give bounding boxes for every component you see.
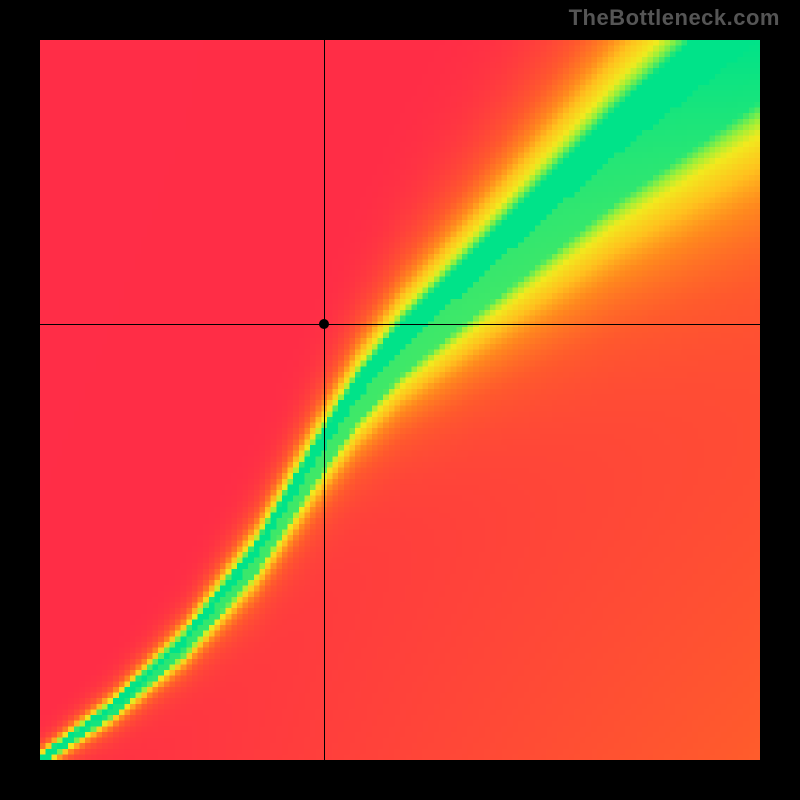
crosshair-horizontal	[40, 324, 760, 325]
watermark-text: TheBottleneck.com	[569, 5, 780, 31]
crosshair-vertical	[324, 40, 325, 760]
marker-dot	[319, 319, 329, 329]
heatmap-plot	[40, 40, 760, 760]
heatmap-canvas	[40, 40, 760, 760]
chart-frame: TheBottleneck.com	[0, 0, 800, 800]
